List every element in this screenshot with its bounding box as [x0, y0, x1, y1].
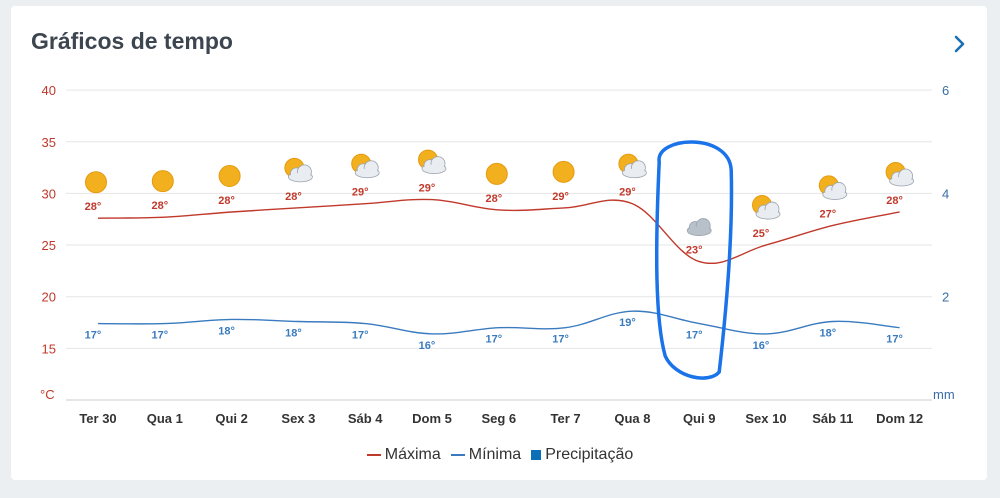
next-chevron-button[interactable]	[947, 30, 971, 58]
y-left-axis-label: °C	[40, 387, 55, 402]
sun-cloud-icon	[818, 175, 848, 200]
x-tick-label: Sex 10	[745, 411, 786, 426]
x-tick-label: Sex 3	[281, 411, 315, 426]
sun-shape	[552, 160, 575, 183]
min-data-label: 17°	[352, 330, 369, 342]
cloud-part	[356, 168, 379, 177]
sun-icon	[151, 170, 174, 193]
y-left-tick-label: 15	[42, 341, 56, 356]
min-data-label: 18°	[819, 327, 836, 339]
y-left-tick-label: 30	[42, 186, 56, 201]
legend-item-max[interactable]: Máxima	[366, 446, 441, 464]
y-right-tick-label: 6	[942, 83, 949, 98]
sun-shape	[218, 164, 241, 187]
x-tick-label: Dom 12	[876, 411, 923, 426]
max-data-label: 28°	[151, 200, 168, 212]
sun-cloud-icon	[618, 153, 647, 179]
min-data-label: 16°	[753, 340, 770, 352]
min-data-label: 17°	[151, 330, 168, 342]
x-tick-label: Qui 9	[683, 411, 716, 426]
page-title: Gráficos de tempo	[31, 28, 233, 54]
y-right-axis-label: mm	[933, 387, 955, 402]
x-tick-label: Ter 7	[551, 411, 581, 426]
x-tick-label: Qua 8	[614, 411, 650, 426]
min-data-label: 17°	[485, 334, 502, 346]
sun-cloud-icon	[351, 153, 380, 179]
x-tick-label: Ter 30	[79, 411, 116, 426]
max-data-label: 28°	[218, 195, 235, 207]
legend-item-precip[interactable]: Precipitação	[531, 446, 633, 464]
x-tick-label: Sáb 11	[812, 411, 853, 426]
sun-cloud-icon	[752, 195, 781, 220]
y-left-tick-label: 35	[42, 135, 56, 150]
y-left-tick-label: 20	[42, 290, 56, 305]
sun-shape	[151, 170, 174, 193]
cloud-icon	[686, 218, 712, 236]
min-data-label: 18°	[218, 325, 235, 337]
x-tick-label: Dom 5	[412, 411, 452, 426]
max-data-label: 23°	[686, 245, 703, 257]
max-data-label: 28°	[485, 193, 502, 205]
max-data-label: 28°	[886, 195, 903, 207]
legend-label-min: Mínima	[468, 446, 522, 463]
chevron-right-icon	[954, 35, 965, 53]
y-right-tick-label: 4	[942, 186, 949, 201]
series-line-max	[97, 198, 900, 264]
max-data-label: 28°	[285, 191, 302, 203]
sun-cloud-icon	[284, 157, 313, 183]
max-data-label: 29°	[352, 187, 369, 199]
cloud-part	[890, 176, 913, 185]
cloud-part	[823, 190, 846, 199]
sun-icon	[85, 171, 107, 194]
min-data-label: 17°	[886, 334, 903, 346]
cloud-part	[623, 168, 646, 177]
series-line-min	[97, 310, 900, 335]
x-tick-label: Sáb 4	[348, 411, 383, 426]
cloud-part	[757, 210, 779, 219]
x-tick-label: Seg 6	[481, 411, 516, 426]
max-data-label: 29°	[619, 187, 636, 199]
sun-icon	[552, 160, 575, 183]
x-tick-label: Qua 1	[147, 411, 183, 426]
max-data-label: 28°	[85, 201, 102, 213]
sun-shape	[85, 171, 107, 194]
min-data-label: 17°	[686, 330, 703, 342]
cloud-part	[423, 164, 445, 173]
y-right-tick-label: 2	[942, 290, 949, 305]
min-data-label: 16°	[419, 340, 436, 352]
min-data-label: 18°	[285, 327, 302, 339]
sun-icon	[218, 164, 241, 187]
x-tick-label: Qui 2	[215, 411, 248, 426]
sun-icon	[485, 162, 508, 185]
legend-swatch-max	[366, 454, 381, 456]
sun-cloud-icon	[418, 149, 447, 174]
min-data-label: 17°	[552, 334, 569, 346]
sun-shape	[485, 162, 508, 185]
legend-label-max: Máxima	[384, 446, 441, 463]
min-data-label: 19°	[619, 317, 636, 329]
weather-chart-card: Gráficos de tempo	[11, 6, 987, 480]
min-data-label: 17°	[85, 330, 102, 342]
cloud-part	[688, 226, 711, 235]
max-data-label: 25°	[753, 228, 770, 240]
y-left-tick-label: 25	[42, 238, 56, 253]
cloud-part	[289, 172, 312, 181]
highlight-annotation	[654, 140, 734, 380]
max-data-label: 27°	[819, 208, 836, 220]
legend-swatch-precip	[531, 450, 542, 460]
legend-swatch-min	[450, 454, 465, 456]
sun-cloud-icon	[885, 161, 914, 187]
max-data-label: 29°	[552, 191, 569, 203]
legend-item-min[interactable]: Mínima	[450, 446, 522, 464]
legend-label-precip: Precipitação	[545, 446, 634, 463]
max-data-label: 29°	[419, 183, 436, 195]
y-left-tick-label: 40	[42, 83, 56, 98]
chart-legend: Máxima Mínima Precipitação	[0, 446, 1000, 464]
